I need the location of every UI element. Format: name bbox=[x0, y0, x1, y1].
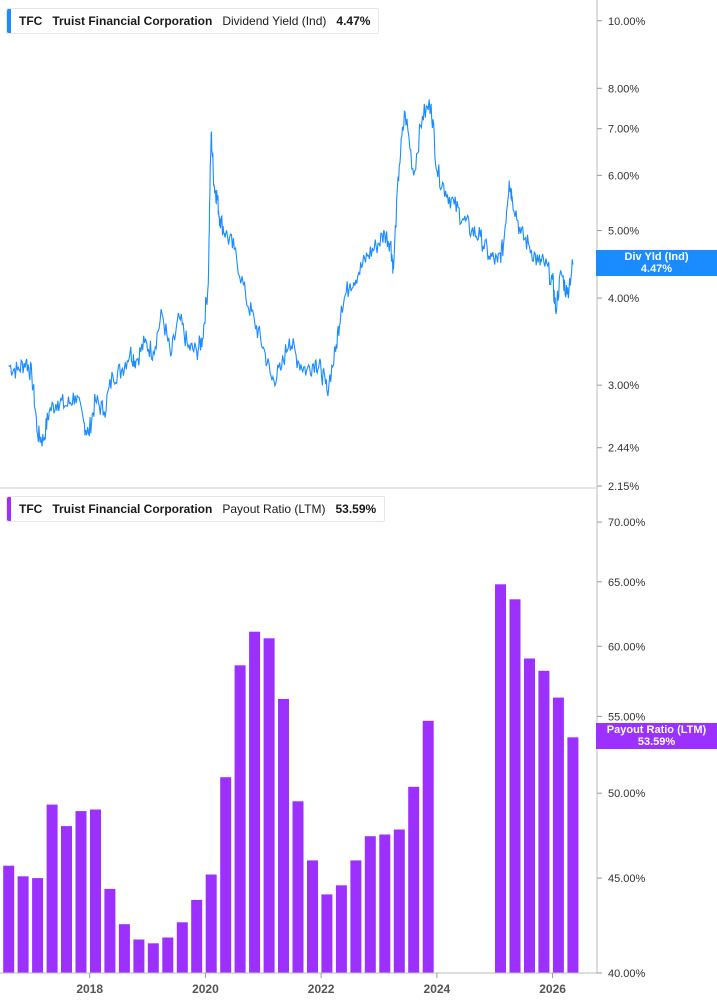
payout-ratio-bar bbox=[278, 699, 289, 973]
payout-ratio-bar bbox=[292, 801, 304, 973]
badge-value: 53.59% bbox=[637, 736, 676, 749]
legend-value: 4.47% bbox=[336, 14, 371, 28]
payout-ratio-bar bbox=[32, 878, 44, 973]
x-tick-label: 2022 bbox=[308, 982, 335, 996]
y-tick-label: 4.00% bbox=[608, 293, 639, 305]
div-yield-value-badge: Div Yld (Ind) 4.47% bbox=[596, 250, 717, 277]
y-tick-label: 40.00% bbox=[608, 968, 646, 980]
y-tick-label: 5.00% bbox=[608, 226, 639, 238]
payout-ratio-bar bbox=[422, 720, 434, 973]
payout-ratio-bar bbox=[104, 888, 116, 973]
payout-ratio-bar bbox=[364, 836, 376, 973]
legend-ticker: TFC bbox=[19, 502, 43, 516]
payout-ratio-bar bbox=[17, 876, 29, 973]
payout-ratio-bar bbox=[205, 874, 217, 973]
legend-value: 53.59% bbox=[335, 502, 377, 516]
payout-ratio-bar bbox=[147, 943, 159, 973]
payout-ratio-bar bbox=[509, 599, 521, 973]
y-tick-label: 45.00% bbox=[608, 873, 646, 885]
legend-ticker: TFC bbox=[19, 14, 43, 28]
dividend-yield-legend: TFC Truist Financial Corporation Dividen… bbox=[6, 8, 380, 34]
x-tick-label: 2024 bbox=[424, 982, 451, 996]
payout-ratio-bar bbox=[191, 899, 203, 973]
payout-ratio-bar bbox=[46, 804, 58, 973]
payout-ratio-bar bbox=[234, 665, 246, 973]
payout-ratio-bar bbox=[335, 885, 347, 973]
payout-ratio-bar bbox=[321, 894, 333, 973]
x-tick-label: 2026 bbox=[539, 982, 566, 996]
payout-ratio-bar bbox=[133, 939, 145, 973]
payout-ratio-bar bbox=[176, 922, 188, 973]
payout-ratio-bar bbox=[408, 786, 420, 973]
payout-ratio-bar bbox=[393, 829, 405, 973]
payout-ratio-bar bbox=[75, 811, 87, 973]
badge-label: Div Yld (Ind) bbox=[624, 251, 689, 264]
y-tick-label: 8.00% bbox=[608, 83, 639, 95]
payout-ratio-legend: TFC Truist Financial Corporation Payout … bbox=[6, 496, 386, 522]
y-tick-label: 2.44% bbox=[608, 443, 639, 455]
series-swatch-icon bbox=[7, 9, 11, 33]
payout-ratio-bar bbox=[552, 697, 564, 973]
y-tick-label: 60.00% bbox=[608, 641, 646, 653]
y-tick-label: 2.15% bbox=[608, 481, 639, 493]
payout-ratio-panel bbox=[3, 584, 579, 973]
legend-company: Truist Financial Corporation bbox=[52, 502, 213, 516]
payout-ratio-bar bbox=[567, 737, 579, 973]
y-tick-label: 70.00% bbox=[608, 517, 646, 529]
payout-ratio-bar bbox=[379, 834, 391, 973]
x-tick-label: 2018 bbox=[76, 982, 103, 996]
badge-label: Payout Ratio (LTM) bbox=[606, 724, 707, 737]
y-tick-label: 6.00% bbox=[608, 170, 639, 182]
payout-ratio-bar bbox=[118, 924, 130, 973]
dividend-yield-line bbox=[8, 99, 574, 447]
payout-ratio-bar bbox=[61, 826, 72, 973]
payout-ratio-bar bbox=[495, 584, 506, 973]
payout-ratio-bar bbox=[524, 658, 535, 973]
payout-ratio-bar bbox=[350, 860, 362, 973]
y-tick-label: 55.00% bbox=[608, 711, 646, 723]
series-swatch-icon bbox=[7, 497, 11, 521]
y-tick-label: 50.00% bbox=[608, 788, 646, 800]
badge-value: 4.47% bbox=[640, 263, 673, 276]
chart-axes: 10.00% 8.00% 7.00% 6.00% 5.00% 4.00% 3.00% 2.44… bbox=[0, 0, 646, 996]
y-tick-label: 65.00% bbox=[608, 577, 646, 589]
payout-ratio-bar bbox=[263, 638, 275, 973]
payout-ratio-bar bbox=[538, 670, 550, 973]
payout-ratio-value-badge: Payout Ratio (LTM) 53.59% bbox=[596, 723, 717, 750]
x-tick-label: 2020 bbox=[192, 982, 219, 996]
y-tick-label: 7.00% bbox=[608, 124, 639, 136]
payout-ratio-bar bbox=[3, 865, 15, 973]
legend-company: Truist Financial Corporation bbox=[52, 14, 213, 28]
payout-ratio-bar bbox=[90, 809, 101, 973]
payout-ratio-bar bbox=[249, 631, 261, 973]
legend-metric: Payout Ratio (LTM) bbox=[222, 502, 326, 516]
y-tick-label: 3.00% bbox=[608, 380, 639, 392]
payout-ratio-bar bbox=[162, 937, 174, 973]
payout-ratio-bar bbox=[220, 777, 232, 973]
payout-ratio-bar bbox=[307, 860, 318, 973]
legend-metric: Dividend Yield (Ind) bbox=[222, 14, 327, 28]
dividend-yield-panel bbox=[8, 99, 574, 447]
y-tick-label: 10.00% bbox=[608, 16, 646, 28]
